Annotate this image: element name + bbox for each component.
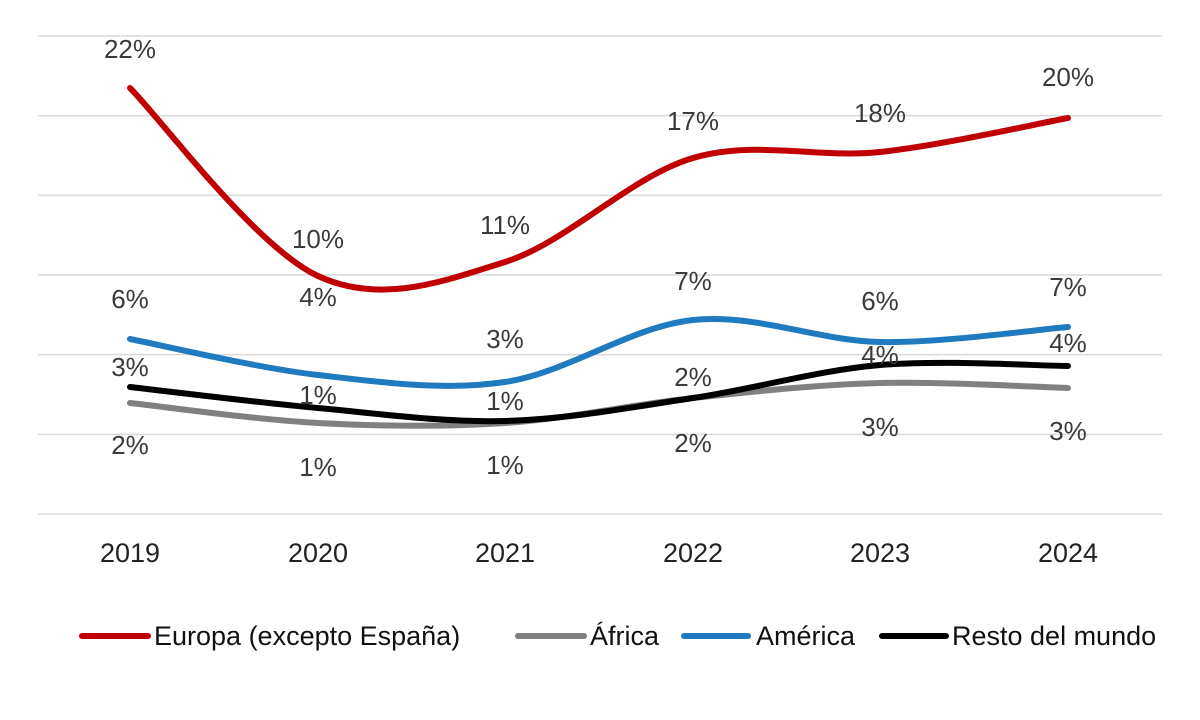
series-lines — [127, 85, 1071, 429]
data-label-s2-p1: 1% — [299, 380, 337, 410]
data-label-s3-p2: 1% — [486, 386, 524, 416]
data-label-s0-p4: 18% — [854, 98, 906, 128]
x-tick-label-2021: 2021 — [475, 538, 535, 568]
x-tick-label-2022: 2022 — [663, 538, 723, 568]
data-label-s3-p1: 4% — [299, 282, 337, 312]
x-tick-label-2019: 2019 — [100, 538, 160, 568]
legend-label-2: América — [756, 621, 856, 651]
series-line-resto-del-mundo — [127, 359, 1071, 425]
data-label-s0-p1: 10% — [292, 224, 344, 254]
x-tick-label-2023: 2023 — [850, 538, 910, 568]
data-label-s1-p5: 3% — [1049, 416, 1087, 446]
gridlines — [38, 35, 1162, 515]
data-label-s2-p4: 6% — [861, 286, 899, 316]
data-label-s2-p3: 7% — [674, 266, 712, 296]
x-tick-label-2020: 2020 — [288, 538, 348, 568]
data-label-s2-p0: 6% — [111, 284, 149, 314]
data-label-s1-p2: 1% — [486, 450, 524, 480]
data-label-s3-p0: 3% — [111, 352, 149, 382]
legend: Europa (excepto España) África América Rest… — [79, 621, 1156, 651]
series-line-europa-excepto-espa-a — [127, 85, 1071, 293]
data-label-s0-p5: 20% — [1042, 62, 1094, 92]
data-label-s0-p0: 22% — [104, 34, 156, 64]
legend-item-0: Europa (excepto España) — [79, 621, 460, 651]
legend-label-1: África — [590, 621, 660, 651]
series-line-am-rica — [127, 316, 1071, 389]
x-tick-label-2024: 2024 — [1038, 538, 1098, 568]
legend-item-2: América — [681, 621, 856, 651]
data-label-s1-p3: 2% — [674, 428, 712, 458]
legend-label-0: Europa (excepto España) — [154, 621, 460, 651]
data-label-s1-p4: 3% — [861, 412, 899, 442]
data-label-s2-p2: 3% — [486, 324, 524, 354]
data-label-s3-p4: 4% — [861, 340, 899, 370]
data-label-s1-p1: 1% — [299, 452, 337, 482]
data-label-s1-p0: 2% — [111, 430, 149, 460]
data-label-s3-p5: 4% — [1049, 328, 1087, 358]
data-label-s0-p3: 17% — [667, 106, 719, 136]
data-label-s0-p2: 11% — [480, 210, 530, 240]
legend-item-3: Resto del mundo — [879, 621, 1156, 651]
data-label-s2-p5: 7% — [1049, 272, 1087, 302]
legend-item-1: África — [515, 621, 660, 651]
legend-label-3: Resto del mundo — [952, 621, 1156, 651]
data-label-s3-p3: 2% — [674, 362, 712, 392]
data-labels: 22% 10% 11% 17% 18% 20% 2% 1% 1% 2% 3% 3% 6% 1% 3% 7% 6%… — [104, 34, 1094, 482]
x-axis: 2019 2020 2021 2022 2023 2024 — [100, 538, 1098, 568]
